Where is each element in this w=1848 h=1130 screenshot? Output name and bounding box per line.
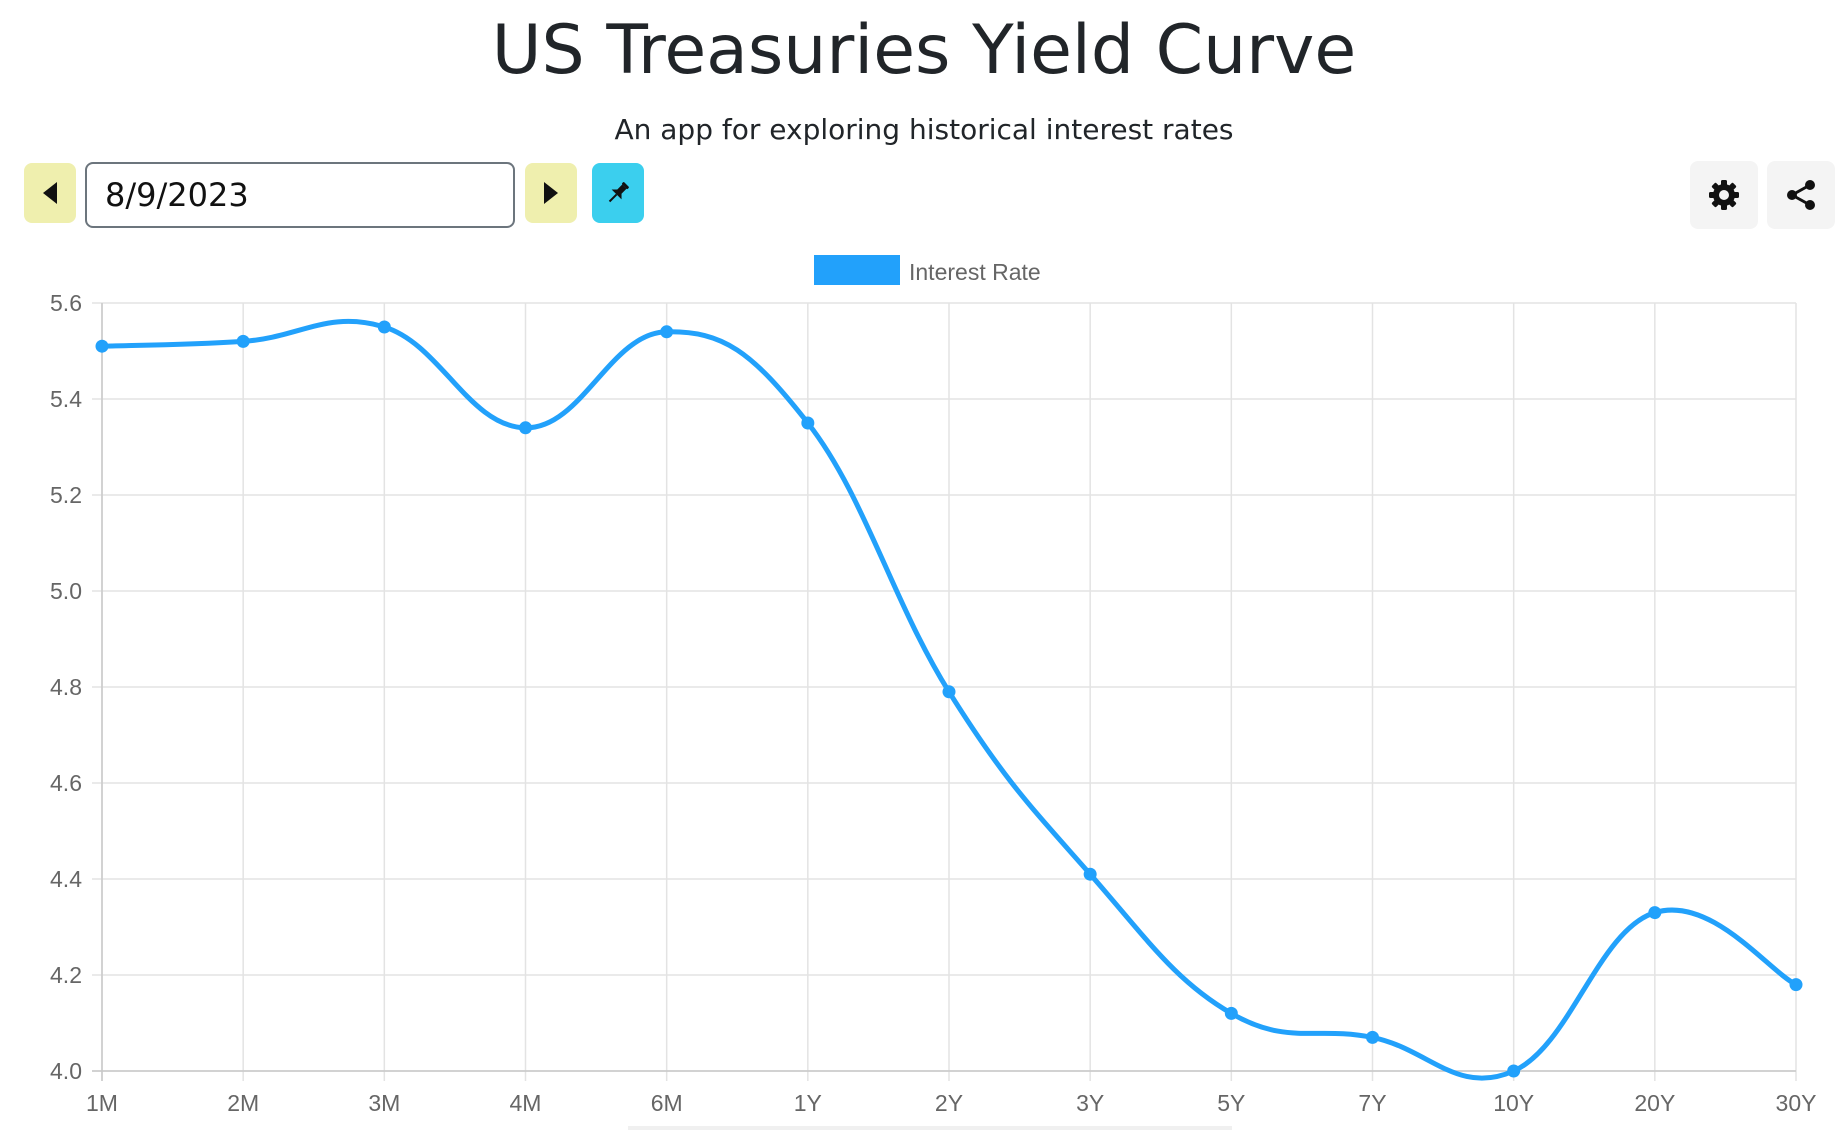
data-point-7y[interactable]	[1366, 1030, 1379, 1044]
next-date-button[interactable]	[525, 163, 577, 223]
footer-divider	[628, 1126, 1232, 1130]
y-tick-label: 4.8	[50, 674, 82, 700]
share-icon	[1787, 180, 1815, 210]
x-tick-label: 7Y	[1358, 1090, 1386, 1116]
x-tick-label: 3M	[368, 1090, 400, 1116]
y-tick-label: 5.2	[50, 482, 82, 508]
y-tick-label: 4.0	[50, 1058, 82, 1084]
page-title: US Treasuries Yield Curve	[491, 11, 1357, 90]
data-point-30y[interactable]	[1789, 978, 1803, 992]
legend-swatch	[814, 255, 900, 285]
data-point-3m[interactable]	[377, 320, 391, 334]
previous-date-button[interactable]	[24, 163, 76, 223]
data-point-1y[interactable]	[801, 416, 815, 430]
x-tick-label: 30Y	[1776, 1090, 1817, 1116]
y-tick-label: 5.4	[50, 386, 82, 412]
y-tick-label: 5.0	[50, 578, 82, 604]
x-tick-label: 4M	[510, 1090, 542, 1116]
data-point-4m[interactable]	[519, 421, 532, 435]
y-tick-label: 5.6	[50, 290, 82, 316]
pin-button[interactable]	[592, 163, 644, 223]
caret-right-icon	[544, 182, 558, 204]
pin-icon	[608, 182, 629, 203]
legend-label: Interest Rate	[909, 259, 1041, 285]
data-point-5y[interactable]	[1224, 1006, 1238, 1020]
y-tick-label: 4.6	[50, 770, 82, 796]
date-input[interactable]	[85, 162, 515, 228]
x-tick-label: 1M	[86, 1090, 118, 1116]
x-tick-label: 2Y	[935, 1090, 963, 1116]
x-tick-label: 3Y	[1076, 1090, 1104, 1116]
page-subtitle: An app for exploring historical interest…	[614, 113, 1234, 146]
data-point-3y[interactable]	[1083, 867, 1097, 881]
x-tick-label: 20Y	[1634, 1090, 1675, 1116]
data-point-2y[interactable]	[942, 685, 956, 699]
data-point-2m[interactable]	[236, 334, 250, 348]
caret-left-icon	[43, 182, 57, 204]
x-tick-label: 2M	[227, 1090, 259, 1116]
x-tick-label: 1Y	[794, 1090, 822, 1116]
x-tick-label: 6M	[651, 1090, 683, 1116]
data-point-10y[interactable]	[1507, 1064, 1521, 1078]
share-button[interactable]	[1767, 161, 1835, 229]
data-point-1m[interactable]	[95, 339, 109, 353]
x-tick-label: 5Y	[1217, 1090, 1245, 1116]
settings-button[interactable]	[1690, 161, 1758, 229]
y-tick-label: 4.2	[50, 962, 82, 988]
x-tick-label: 10Y	[1493, 1090, 1534, 1116]
data-point-20y[interactable]	[1648, 906, 1662, 920]
gear-icon	[1709, 180, 1739, 210]
data-point-6m[interactable]	[660, 325, 674, 339]
y-tick-label: 4.4	[50, 866, 82, 892]
